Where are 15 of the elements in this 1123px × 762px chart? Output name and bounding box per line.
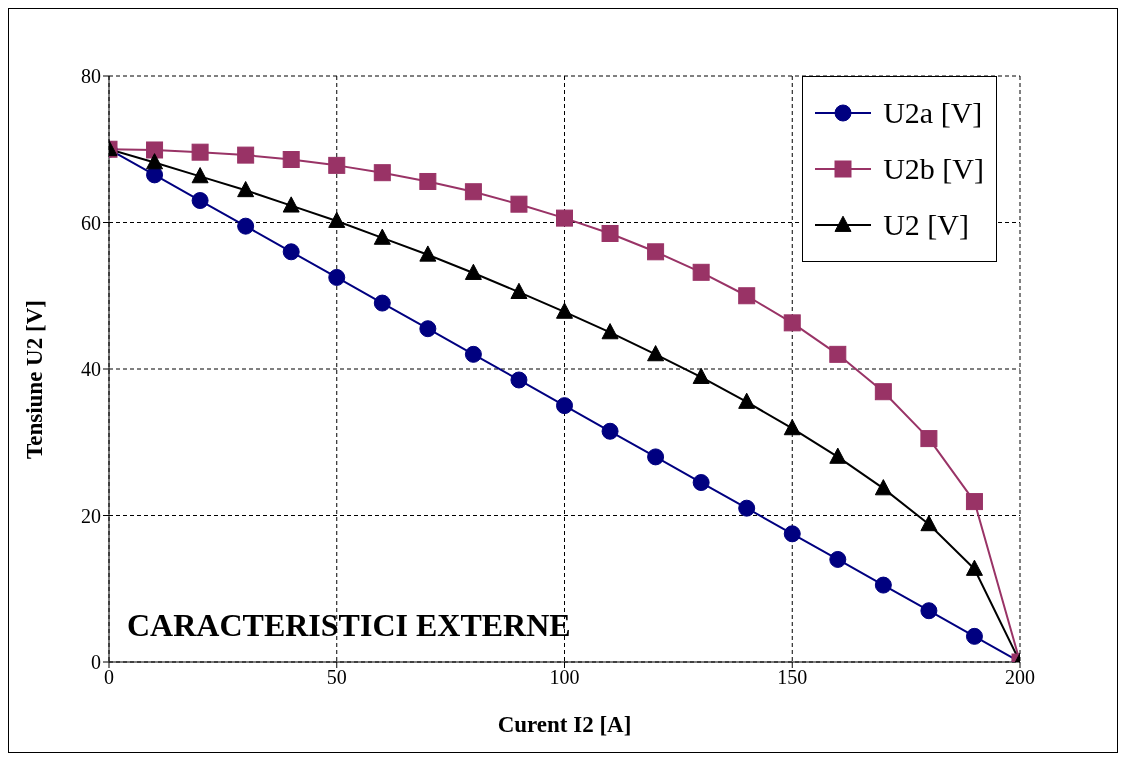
y-tick-label: 0 bbox=[91, 651, 101, 674]
x-tick-label: 50 bbox=[326, 666, 347, 689]
x-axis-title: Curent I2 [A] bbox=[497, 712, 632, 737]
x-tick-label: 100 bbox=[549, 666, 580, 689]
y-axis-title: Tensiune U2 [V] bbox=[22, 300, 48, 459]
y-tick-label: 60 bbox=[81, 211, 101, 234]
annotation: CARACTERISTICI EXTERNE bbox=[127, 607, 571, 644]
y-tick-label: 40 bbox=[81, 358, 101, 381]
legend-label: U2b [V] bbox=[883, 152, 984, 186]
x-tick-label: 150 bbox=[777, 666, 808, 689]
legend-label: U2a [V] bbox=[883, 96, 983, 130]
legend-label: U2 [V] bbox=[883, 208, 969, 242]
y-tick-label: 80 bbox=[81, 65, 101, 88]
y-tick-label: 20 bbox=[81, 504, 101, 527]
x-tick-label: 200 bbox=[1005, 666, 1035, 689]
